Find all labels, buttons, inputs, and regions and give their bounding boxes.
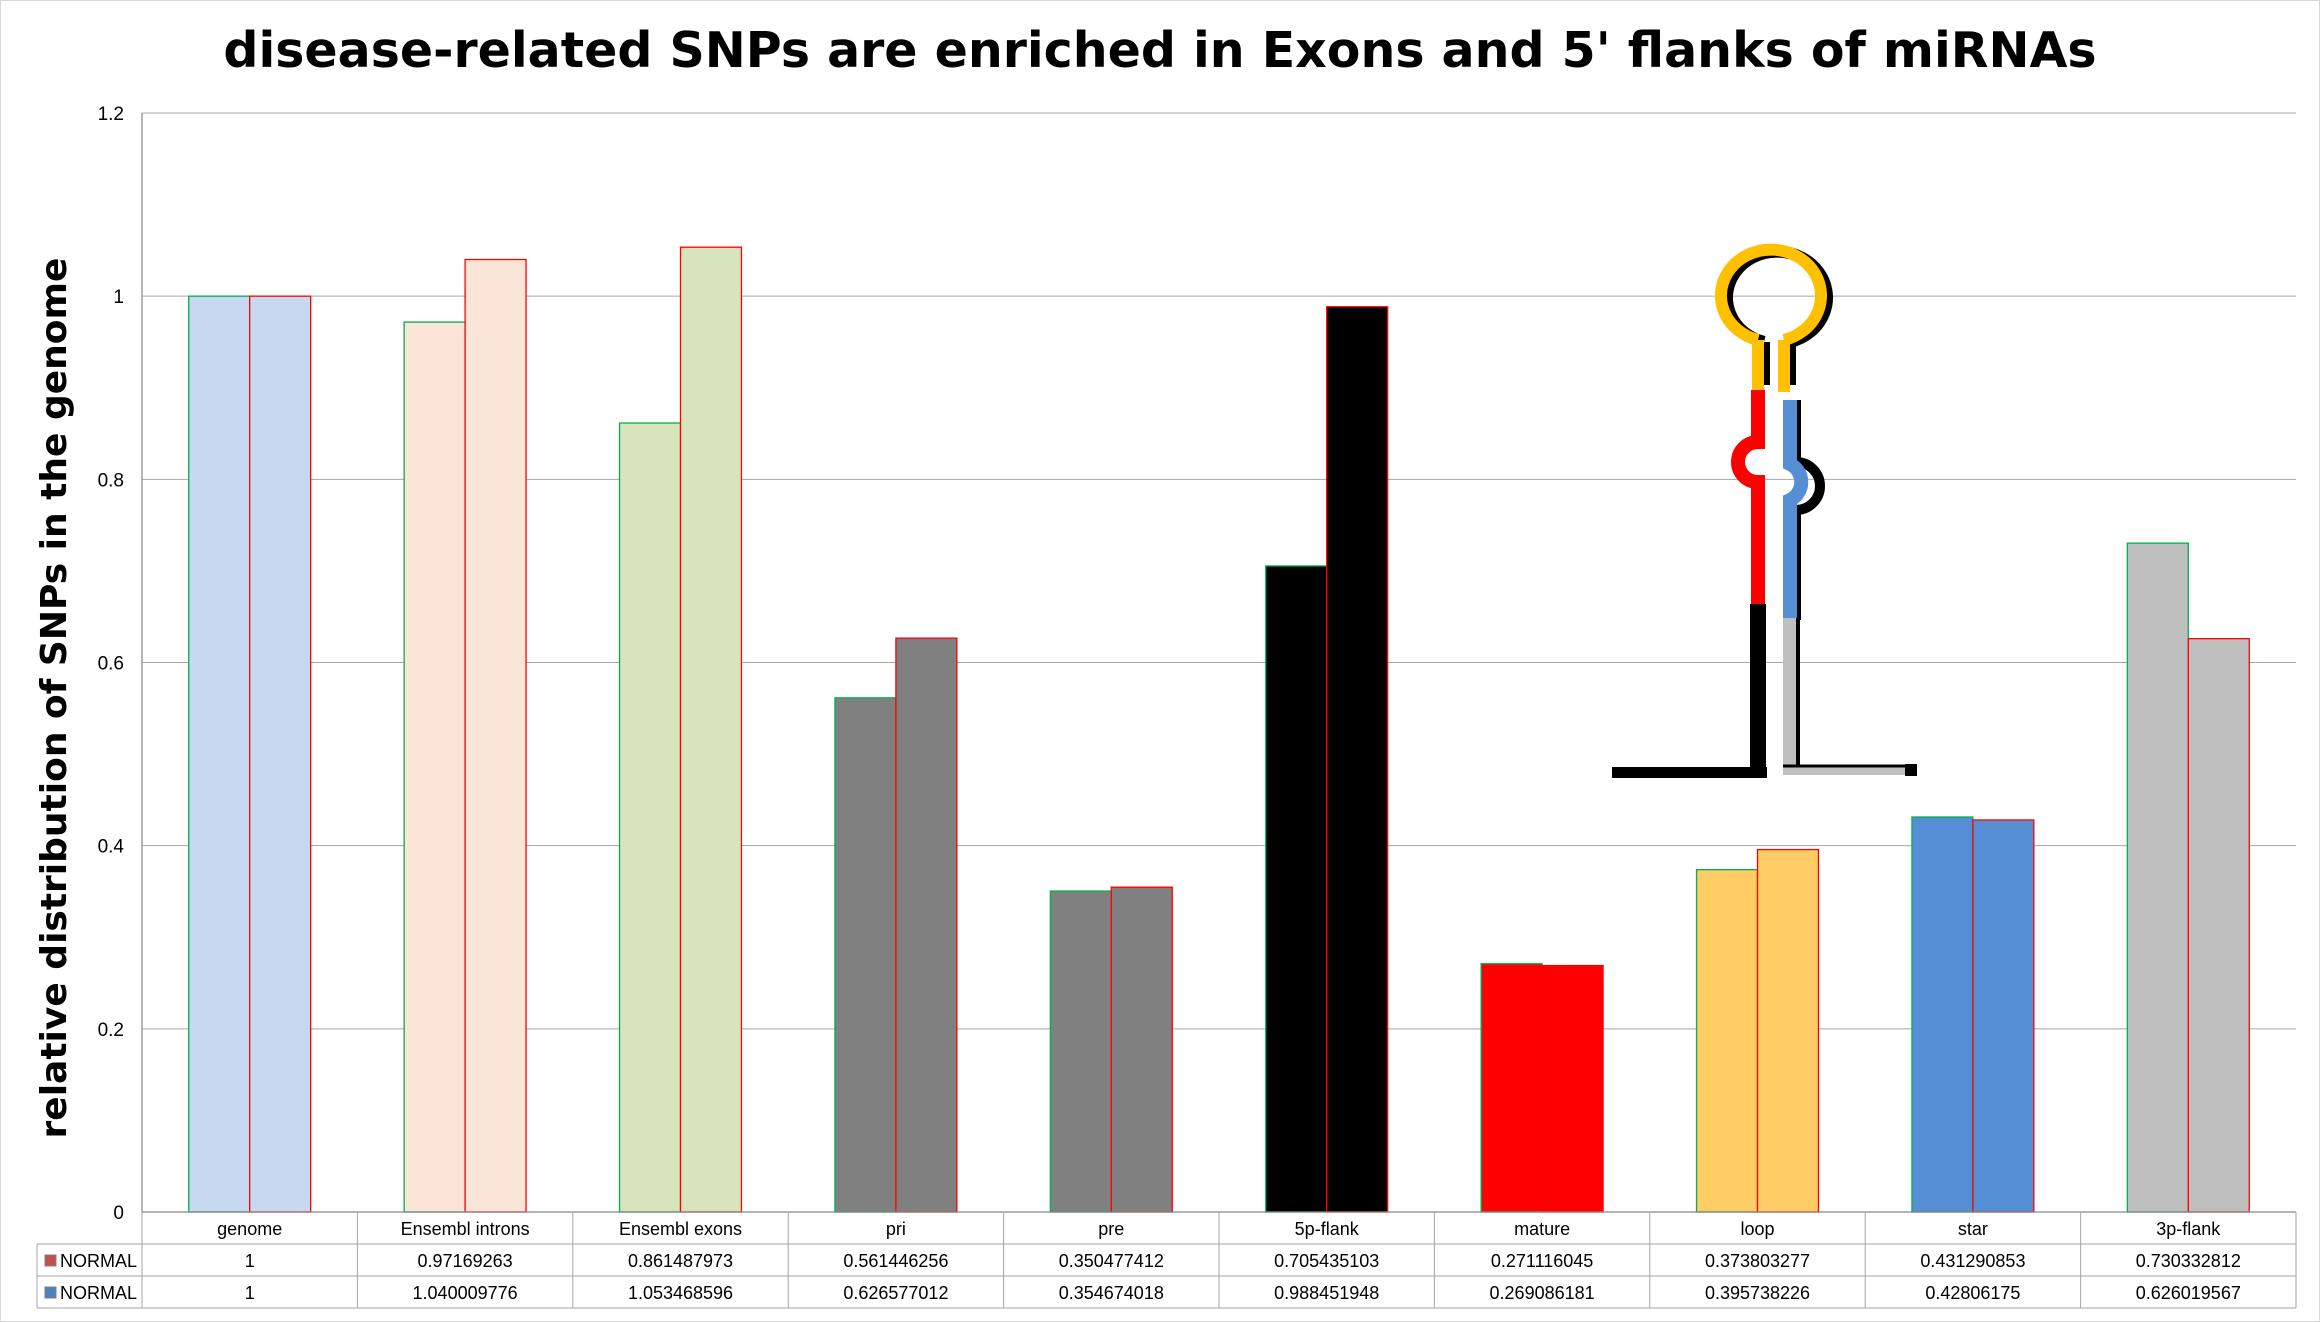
x-tick-label: genome	[217, 1219, 282, 1239]
legend-entry-2: NORMAL	[60, 1283, 137, 1303]
data-label: 0.271116045	[1491, 1251, 1593, 1271]
hairpin-5p-flank	[1612, 767, 1767, 778]
hairpin-mature-strand	[1731, 390, 1765, 605]
data-label: 0.705435103	[1274, 1251, 1379, 1271]
hairpin-star-outline	[1791, 400, 1825, 620]
x-tick-label: Ensembl introns	[401, 1219, 530, 1239]
data-label: 1	[245, 1251, 255, 1271]
bar-2-ensembl-introns	[464, 258, 527, 1213]
bars	[188, 246, 2250, 1213]
legend-key-2	[44, 1286, 57, 1299]
bar-2-pre	[1110, 886, 1173, 1213]
bar-1-ensembl-exons	[618, 422, 682, 1213]
bar-1-mature	[1480, 963, 1543, 1213]
data-label: 0.395738226	[1705, 1283, 1810, 1303]
y-tick-label: 0.2	[98, 1020, 124, 1041]
hairpin-3p-end	[1905, 764, 1917, 776]
x-tick-label: star	[1958, 1219, 1988, 1239]
data-label: 0.97169263	[418, 1251, 513, 1271]
y-tick-label: 0	[113, 1203, 124, 1224]
bar-1-star	[1911, 816, 1974, 1213]
y-tick-label: 0.4	[98, 837, 125, 858]
y-tick-labels: 0 0.2 0.4 0.6 0.8 1 1.2	[98, 104, 125, 1224]
bar-1-ensembl-introns	[403, 321, 466, 1213]
bar-1-pre	[1049, 890, 1112, 1213]
data-label: 0.373803277	[1705, 1251, 1810, 1271]
bar-2-loop	[1756, 848, 1820, 1213]
data-label: 0.626019567	[2136, 1283, 2241, 1303]
legend-key-1	[44, 1254, 57, 1267]
data-label: 1	[245, 1283, 255, 1303]
bar-2-5p-flank	[1326, 306, 1389, 1213]
data-label: 0.42806175	[1925, 1283, 2020, 1303]
data-label: 0.626577012	[843, 1283, 948, 1303]
y-tick-label: 0.8	[98, 470, 124, 491]
hairpin-loop	[1715, 243, 1827, 392]
data-table: genome Ensembl introns Ensembl exons pri pre…	[36, 1212, 2297, 1309]
x-tick-label: pre	[1098, 1219, 1124, 1239]
x-tick-label: 3p-flank	[2156, 1219, 2221, 1239]
data-label: 0.354674018	[1059, 1283, 1164, 1303]
bar-2-star	[1972, 819, 2035, 1213]
data-label: 1.053468596	[628, 1283, 733, 1303]
x-tick-label: loop	[1740, 1219, 1774, 1239]
x-tick-label: Ensembl exons	[619, 1219, 742, 1239]
data-label: 0.350477412	[1059, 1251, 1164, 1271]
data-label: 0.861487973	[628, 1251, 733, 1271]
legend-entry-1: NORMAL	[60, 1251, 137, 1271]
bar-1-3p-flank	[2126, 542, 2189, 1213]
hairpin-star-strand	[1783, 400, 1809, 620]
bar-2-genome	[249, 295, 312, 1213]
bar-2-3p-flank	[2187, 638, 2250, 1213]
data-label: 0.269086181	[1490, 1283, 1595, 1303]
bar-2-pri	[895, 637, 958, 1213]
bar-2-mature	[1541, 964, 1604, 1213]
data-label: 0.730332812	[2136, 1251, 2241, 1271]
data-label: 0.561446256	[843, 1251, 948, 1271]
bar-2-ensembl-exons	[679, 246, 743, 1213]
bar-1-loop	[1695, 869, 1759, 1213]
bar-1-5p-flank	[1265, 565, 1328, 1213]
data-label: 0.988451948	[1274, 1283, 1379, 1303]
data-label: 1.040009776	[413, 1283, 518, 1303]
y-tick-label: 1	[113, 287, 124, 308]
x-tick-label: 5p-flank	[1295, 1219, 1360, 1239]
y-tick-label: 0.6	[98, 654, 124, 675]
bar-1-pri	[834, 697, 897, 1213]
x-tick-label: pri	[886, 1219, 906, 1239]
chart-title: disease-related SNPs are enriched in Exo…	[223, 22, 2097, 79]
x-tick-label: mature	[1514, 1219, 1570, 1239]
data-label: 0.431290853	[1920, 1251, 2025, 1271]
hairpin-3p-flank	[1783, 765, 1908, 775]
bar-1-genome	[188, 295, 251, 1213]
mirna-hairpin-diagram	[1612, 243, 1917, 778]
y-tick-label: 1.2	[98, 104, 124, 125]
